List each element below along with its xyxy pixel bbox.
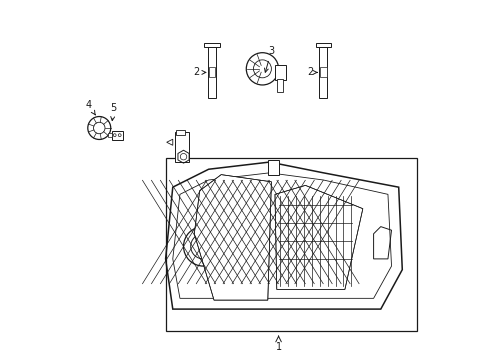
Bar [319, 47, 326, 98]
Bar [315, 43, 330, 47]
Text: 4: 4 [85, 100, 95, 115]
Bar [274, 65, 285, 80]
Bar [112, 131, 122, 140]
Bar [204, 43, 220, 47]
Bar [208, 67, 215, 77]
Bar [165, 158, 416, 330]
Polygon shape [274, 185, 362, 289]
Bar [176, 130, 185, 135]
Bar [108, 134, 112, 137]
Bar [208, 47, 216, 98]
Text: 5: 5 [110, 103, 117, 121]
Text: 2: 2 [193, 67, 205, 77]
Bar [267, 160, 278, 175]
Text: 3: 3 [264, 46, 274, 72]
Bar [174, 132, 188, 162]
Polygon shape [194, 175, 271, 300]
Bar [320, 67, 326, 77]
Text: 1: 1 [275, 342, 281, 352]
Text: 2: 2 [307, 67, 316, 77]
Bar [277, 78, 282, 92]
